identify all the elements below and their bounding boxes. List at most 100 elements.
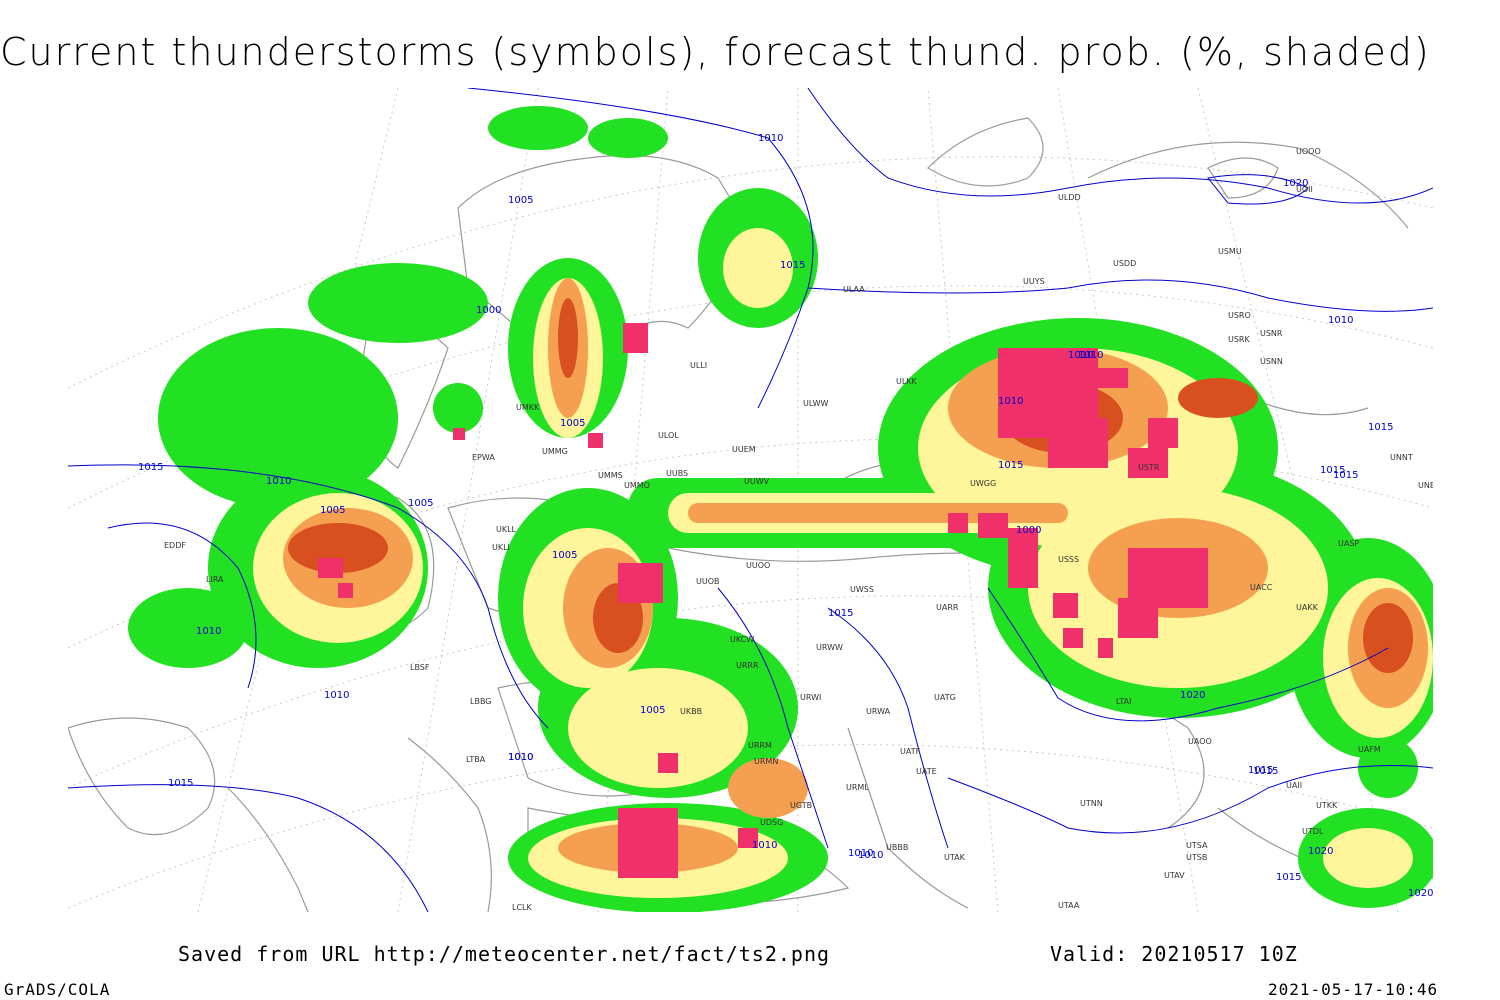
- station-label: URRR: [736, 661, 759, 670]
- station-label: UNBB: [1418, 481, 1433, 490]
- isobar-label: 1015: [1333, 470, 1358, 481]
- station-label: UTDL: [1302, 827, 1324, 836]
- isobar-label: 1005: [508, 195, 533, 206]
- isobar-label: 1000: [476, 305, 501, 316]
- station-label: LTAI: [1116, 697, 1131, 706]
- station-label: USTR: [1138, 463, 1160, 472]
- station-label: UTSA: [1186, 841, 1208, 850]
- station-label: UWSS: [850, 585, 874, 594]
- station-label: UTNN: [1080, 799, 1103, 808]
- isobar-label: 1015: [780, 260, 805, 271]
- isobars: [67, 87, 1434, 913]
- isobar-label: 1010: [508, 752, 533, 763]
- station-label: UTSB: [1186, 853, 1207, 862]
- station-label: LTBA: [466, 755, 486, 764]
- station-label: UDSG: [760, 818, 783, 827]
- station-label: URRM: [748, 741, 772, 750]
- isobar-label: 1010: [266, 476, 291, 487]
- station-label: USNN: [1260, 357, 1283, 366]
- station-label: USRO: [1228, 311, 1251, 320]
- station-label: URWI: [800, 693, 821, 702]
- station-label: UACC: [1250, 583, 1273, 592]
- station-label: UMKK: [516, 403, 540, 412]
- station-label: UUOB: [696, 577, 720, 586]
- isobar-label: 1015: [1253, 766, 1278, 777]
- station-label: UOOO: [1296, 147, 1321, 156]
- station-label: USNR: [1260, 329, 1283, 338]
- station-label: ULOL: [658, 431, 679, 440]
- isobar-label: 1020: [1180, 690, 1205, 701]
- station-label: EPWA: [472, 453, 495, 462]
- isobar-label: 1005: [640, 705, 665, 716]
- station-label: UAKK: [1296, 603, 1319, 612]
- isobar-label: 1010: [848, 848, 873, 859]
- isobar-label: 1010: [324, 690, 349, 701]
- isobar-label: 1010: [758, 133, 783, 144]
- station-label: UKBB: [680, 707, 702, 716]
- station-label: LBBG: [470, 697, 492, 706]
- station-label: URWW: [816, 643, 843, 652]
- isobar-label: 1010: [998, 396, 1023, 407]
- station-label: UUOO: [746, 561, 770, 570]
- generated-timestamp: 2021-05-17-10:46: [1268, 980, 1439, 999]
- station-label: UARR: [936, 603, 959, 612]
- isobar-label: 1005: [408, 498, 433, 509]
- station-label: UOII: [1296, 185, 1313, 194]
- station-label: UASP: [1338, 539, 1359, 548]
- isobar-label: 1010: [508, 752, 533, 763]
- isobar-label: 1020: [1408, 888, 1433, 899]
- isobar-labels: 1010 1005 1015 1000 1010 1005 1010 1015 …: [138, 133, 1433, 899]
- station-label: USDD: [1113, 259, 1136, 268]
- isobar-label: 1005: [320, 505, 345, 516]
- isobar-label: 1015: [1320, 465, 1345, 476]
- station-label: UMMO: [624, 481, 650, 490]
- station-label: LIRA: [206, 575, 224, 584]
- isobar-label: 1000: [1016, 525, 1041, 536]
- isobar-label: 1010: [1068, 350, 1093, 361]
- saved-from-url: Saved from URL http://meteocenter.net/fa…: [178, 942, 831, 966]
- station-label: URWA: [866, 707, 891, 716]
- station-label: UNNT: [1390, 453, 1413, 462]
- station-label: ULKK: [896, 377, 918, 386]
- station-label: UUWV: [744, 477, 770, 486]
- map-title: Current thunderstorms (symbols), forecas…: [0, 30, 1431, 74]
- station-label: USRK: [1228, 335, 1250, 344]
- station-label: UBBB: [886, 843, 908, 852]
- station-label: ULLI: [690, 361, 707, 370]
- isobar-label: 1010: [196, 626, 221, 637]
- isobar-label: 1015: [1276, 872, 1301, 883]
- station-label: URMN: [754, 757, 778, 766]
- station-label: ULAA: [843, 285, 865, 294]
- map-canvas: 1010 1005 1015 1000 1010 1005 1010 1015 …: [67, 87, 1448, 913]
- isobar-label: 1010: [1078, 350, 1103, 361]
- software-credit: GrADS/COLA: [4, 980, 111, 999]
- station-label: UAFM: [1358, 745, 1381, 754]
- storm-symbols: [318, 323, 1208, 878]
- station-label: UMMG: [542, 447, 568, 456]
- station-label: UKLI: [492, 543, 510, 552]
- station-label: LCLK: [512, 903, 533, 912]
- station-label: ULDD: [1058, 193, 1081, 202]
- station-label: UATF: [900, 747, 921, 756]
- isobar-label: 1015: [138, 462, 163, 473]
- station-label: UMMS: [598, 471, 623, 480]
- isobar-label: 1005: [552, 550, 577, 561]
- isobar-label: 1015: [1368, 422, 1393, 433]
- station-label: UTKK: [1316, 801, 1338, 810]
- station-label: URML: [846, 783, 869, 792]
- station-label: UUBS: [666, 469, 688, 478]
- isobar-label: 1010: [752, 840, 777, 851]
- isobar-label: 1015: [828, 608, 853, 619]
- station-label: UATG: [934, 693, 956, 702]
- station-label: ULWW: [803, 399, 828, 408]
- isobar-label: 1005: [560, 418, 585, 429]
- station-label: UGTB: [790, 801, 812, 810]
- station-label: USMU: [1218, 247, 1242, 256]
- isobar-label: 1015: [998, 460, 1023, 471]
- station-label: UKCW: [730, 635, 754, 644]
- station-label: UAOO: [1188, 737, 1212, 746]
- station-label: UTAV: [1164, 871, 1185, 880]
- isobar-label: 1015: [1248, 765, 1273, 776]
- station-label: UWGG: [970, 479, 996, 488]
- station-label: UTAK: [944, 853, 966, 862]
